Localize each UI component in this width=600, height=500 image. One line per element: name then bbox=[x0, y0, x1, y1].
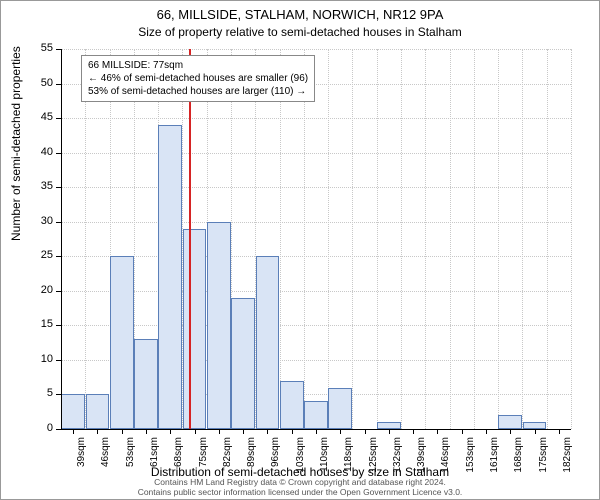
grid-line-v bbox=[522, 49, 523, 429]
y-tick-label: 10 bbox=[23, 353, 53, 365]
annotation-line: 53% of semi-detached houses are larger (… bbox=[88, 85, 308, 98]
footer-line1: Contains HM Land Registry data © Crown c… bbox=[1, 477, 599, 487]
y-tick-label: 5 bbox=[23, 387, 53, 399]
y-tick-label: 35 bbox=[23, 180, 53, 192]
y-axis-line bbox=[61, 49, 62, 429]
histogram-bar bbox=[86, 394, 110, 429]
grid-line-h bbox=[61, 49, 571, 50]
x-axis-line bbox=[61, 429, 571, 430]
histogram-bar bbox=[110, 256, 134, 429]
y-tick-label: 55 bbox=[23, 42, 53, 54]
histogram-bar bbox=[256, 256, 280, 429]
histogram-bar bbox=[523, 422, 547, 429]
grid-line-h bbox=[61, 187, 571, 188]
chart-subtitle: Size of property relative to semi-detach… bbox=[1, 25, 599, 39]
y-axis-title: Number of semi-detached properties bbox=[9, 46, 23, 241]
histogram-bar bbox=[134, 339, 158, 429]
y-tick-label: 50 bbox=[23, 77, 53, 89]
grid-line-v bbox=[547, 49, 548, 429]
histogram-bar bbox=[377, 422, 401, 429]
grid-line-v bbox=[352, 49, 353, 429]
chart-footer: Contains HM Land Registry data © Crown c… bbox=[1, 477, 599, 497]
histogram-bar bbox=[280, 381, 304, 429]
plot-area: 051015202530354045505539sqm46sqm53sqm61s… bbox=[61, 49, 571, 429]
y-tick-label: 40 bbox=[23, 146, 53, 158]
grid-line-v bbox=[304, 49, 305, 429]
grid-line-v bbox=[280, 49, 281, 429]
grid-line-v bbox=[571, 49, 572, 429]
histogram-bar bbox=[231, 298, 255, 429]
chart-title: 66, MILLSIDE, STALHAM, NORWICH, NR12 9PA bbox=[1, 7, 599, 23]
y-tick-label: 30 bbox=[23, 215, 53, 227]
grid-line-h bbox=[61, 256, 571, 257]
reference-line bbox=[189, 49, 191, 429]
y-tick-label: 20 bbox=[23, 284, 53, 296]
grid-line-v bbox=[401, 49, 402, 429]
grid-line-v bbox=[328, 49, 329, 429]
chart-container: 66, MILLSIDE, STALHAM, NORWICH, NR12 9PA… bbox=[0, 0, 600, 500]
histogram-bar bbox=[61, 394, 85, 429]
grid-line-h bbox=[61, 222, 571, 223]
grid-line-h bbox=[61, 325, 571, 326]
grid-line-v bbox=[450, 49, 451, 429]
footer-line2: Contains public sector information licen… bbox=[1, 487, 599, 497]
histogram-bar bbox=[158, 125, 182, 429]
grid-line-v bbox=[498, 49, 499, 429]
histogram-bar bbox=[304, 401, 328, 429]
histogram-bar bbox=[183, 229, 207, 429]
y-tick-label: 15 bbox=[23, 318, 53, 330]
grid-line-h bbox=[61, 291, 571, 292]
annotation-line: ← 46% of semi-detached houses are smalle… bbox=[88, 72, 308, 85]
annotation-line: 66 MILLSIDE: 77sqm bbox=[88, 59, 308, 72]
grid-line-v bbox=[377, 49, 378, 429]
y-tick-label: 0 bbox=[23, 422, 53, 434]
histogram-bar bbox=[498, 415, 522, 429]
annotation-box: 66 MILLSIDE: 77sqm← 46% of semi-detached… bbox=[81, 55, 315, 102]
grid-line-v bbox=[425, 49, 426, 429]
grid-line-v bbox=[474, 49, 475, 429]
grid-line-v bbox=[85, 49, 86, 429]
histogram-bar bbox=[207, 222, 231, 429]
y-tick-label: 45 bbox=[23, 111, 53, 123]
grid-line-h bbox=[61, 153, 571, 154]
y-tick-label: 25 bbox=[23, 249, 53, 261]
grid-line-h bbox=[61, 118, 571, 119]
histogram-bar bbox=[328, 388, 352, 429]
